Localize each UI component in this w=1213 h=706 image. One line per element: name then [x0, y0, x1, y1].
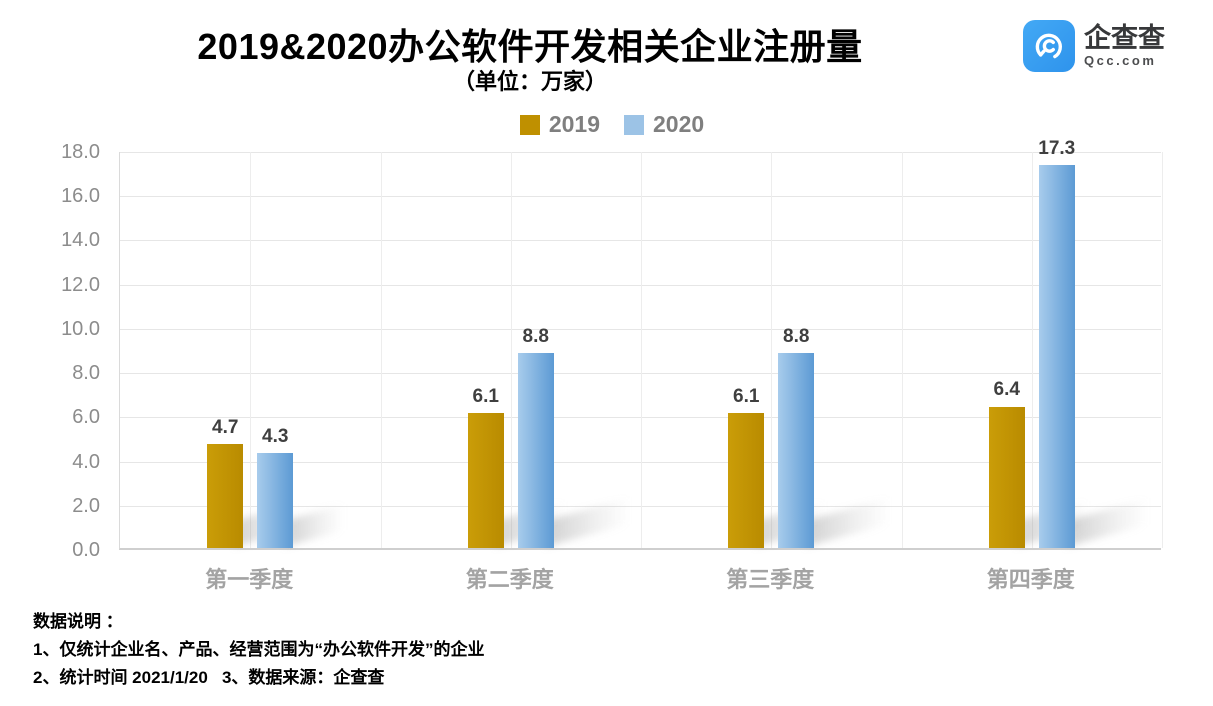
gridline-v [380, 152, 382, 548]
gridline-h [120, 240, 1161, 242]
qcc-logo-name: 企查查 [1084, 23, 1165, 53]
y-tick-label: 18.0 [61, 141, 100, 163]
data-notes-line-2: 2、统计时间 2021/1/20 3、数据来源：企查查 [33, 668, 385, 687]
gridline-h [120, 505, 1161, 507]
bar-2019-第一季度 [207, 444, 244, 548]
data-notes: 数据说明 ： 1、仅统计企业名、产品、经营范围为“办公软件开发”的企业 2、统计… [33, 608, 484, 692]
qcc-logo: 企查查 Qcc.com [1023, 20, 1165, 72]
plot-area: 4.7 4.3 6.1 8.8 6.1 8.8 6.4 17.3 [119, 138, 1163, 550]
legend-swatch-2020 [624, 114, 644, 135]
y-tick-label: 12.0 [61, 273, 100, 296]
data-notes-heading: 数据说明 ： [33, 612, 123, 631]
y-tick-label: 16.0 [61, 185, 100, 208]
y-tick-label: 10.0 [61, 317, 100, 340]
gridline-v [1162, 152, 1163, 548]
gridline-h [120, 417, 1161, 419]
gridline-h [120, 328, 1161, 330]
legend-swatch-2019 [519, 114, 540, 135]
legend-item-2020: 2020 [624, 111, 704, 138]
gridline-v [250, 152, 252, 548]
value-label-2020-第一季度: 4.3 [262, 425, 289, 447]
x-tick-label-第二季度: 第二季度 [465, 567, 554, 592]
y-tick-label: 4.0 [72, 450, 100, 473]
qcc-logo-domain: Qcc.com [1084, 53, 1157, 68]
bar-2020-第二季度 [517, 353, 554, 548]
y-tick-label: 2.0 [72, 494, 100, 517]
x-tick-label-第三季度: 第三季度 [726, 567, 815, 592]
legend-item-2019: 2019 [519, 111, 600, 138]
chart-title: 2019&2020办公软件开发相关企业注册量 [197, 26, 863, 67]
value-label-2019-第一季度: 4.7 [212, 417, 239, 439]
gridline-h [120, 196, 1161, 198]
chart-subtitle: （单位：万家） [452, 69, 607, 94]
value-label-2019-第二季度: 6.1 [472, 386, 499, 408]
bar-2020-第四季度 [1038, 165, 1075, 548]
gridline-h [120, 152, 1161, 153]
x-tick-label-第四季度: 第四季度 [986, 567, 1075, 592]
data-notes-line-1: 1、仅统计企业名、产品、经营范围为“办公软件开发”的企业 [33, 640, 485, 659]
value-label-2020-第二季度: 8.8 [522, 326, 549, 348]
legend-label-2019: 2019 [548, 111, 600, 137]
bar-2019-第三季度 [728, 413, 765, 548]
gridline-v [771, 152, 773, 548]
bar-2020-第一季度 [257, 452, 294, 548]
legend-label-2020: 2020 [653, 111, 705, 137]
gridline-v [901, 152, 903, 548]
qcc-logo-text: 企查查 Qcc.com [1084, 23, 1165, 69]
y-tick-label: 8.0 [72, 362, 100, 385]
y-axis: 0.0 2.0 4.0 6.0 8.0 10.0 12.0 14.0 16.0 18.0 [15, 141, 100, 561]
legend: 2019 2020 [12, 111, 1212, 138]
magnifier-spiral-icon [1035, 33, 1062, 59]
y-tick-label: 6.0 [72, 406, 100, 429]
y-tick-label: 0.0 [72, 539, 100, 561]
bar-2019-第二季度 [467, 413, 504, 548]
gridline-h [120, 461, 1161, 463]
qcc-logo-icon [1023, 20, 1075, 72]
gridline-h [120, 284, 1161, 286]
gridline-v [510, 152, 512, 548]
value-label-2019-第四季度: 6.4 [993, 379, 1020, 401]
value-label-2020-第四季度: 17.3 [1038, 138, 1076, 160]
gridline-h [120, 373, 1161, 375]
gridline-v [641, 152, 642, 548]
bar-2019-第四季度 [988, 406, 1025, 548]
value-label-2020-第三季度: 8.8 [783, 326, 810, 348]
gridline-v [1031, 152, 1033, 548]
x-tick-label-第一季度: 第一季度 [205, 567, 294, 592]
value-label-2019-第三季度: 6.1 [733, 386, 760, 408]
bar-2020-第三季度 [778, 353, 815, 548]
x-axis: 第一季度 第二季度 第三季度 第四季度 [119, 562, 1161, 594]
y-tick-label: 14.0 [61, 229, 100, 252]
